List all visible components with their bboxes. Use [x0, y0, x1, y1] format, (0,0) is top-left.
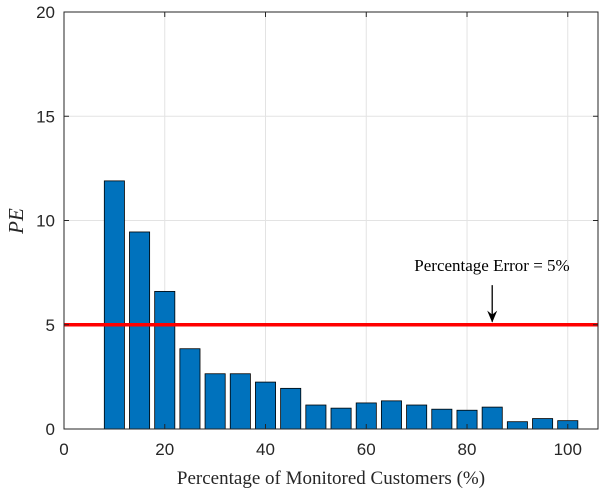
x-tick-label: 20 [155, 440, 174, 459]
bar [380, 400, 402, 430]
annotation-text: Percentage Error = 5% [414, 256, 569, 275]
x-tick-label: 40 [256, 440, 275, 459]
x-tick-label: 0 [59, 440, 68, 459]
bar-series [103, 180, 579, 430]
bar [154, 290, 176, 430]
bar [305, 404, 327, 430]
bar [481, 406, 503, 430]
y-tick-label: 5 [46, 316, 55, 335]
y-tick-labels: 0 5 10 15 20 [36, 3, 55, 439]
arrow-head [487, 310, 498, 323]
x-tick-label: 60 [357, 440, 376, 459]
axes-box [63, 11, 599, 430]
bar [204, 373, 226, 430]
bar [431, 408, 453, 430]
bar [330, 407, 352, 430]
y-tick-label: 20 [36, 3, 55, 22]
y-tick-label: 0 [46, 420, 55, 439]
annotation-arrow [487, 285, 498, 323]
x-tick-label: 100 [554, 440, 582, 459]
y-tick-label: 15 [36, 107, 55, 126]
bar [229, 373, 251, 430]
bar [103, 180, 125, 430]
x-tick-labels: 0 20 40 60 80 100 [59, 440, 582, 459]
y-tick-label: 10 [36, 212, 55, 231]
bar [179, 348, 201, 430]
bar [506, 421, 528, 430]
bar [406, 404, 428, 430]
bar [129, 231, 151, 430]
y-axis-label: PE [4, 208, 28, 235]
x-axis-label: Percentage of Monitored Customers (%) [177, 468, 485, 489]
bar [280, 387, 302, 430]
x-tick-label: 80 [458, 440, 477, 459]
bar [532, 418, 554, 430]
bar [255, 381, 276, 430]
